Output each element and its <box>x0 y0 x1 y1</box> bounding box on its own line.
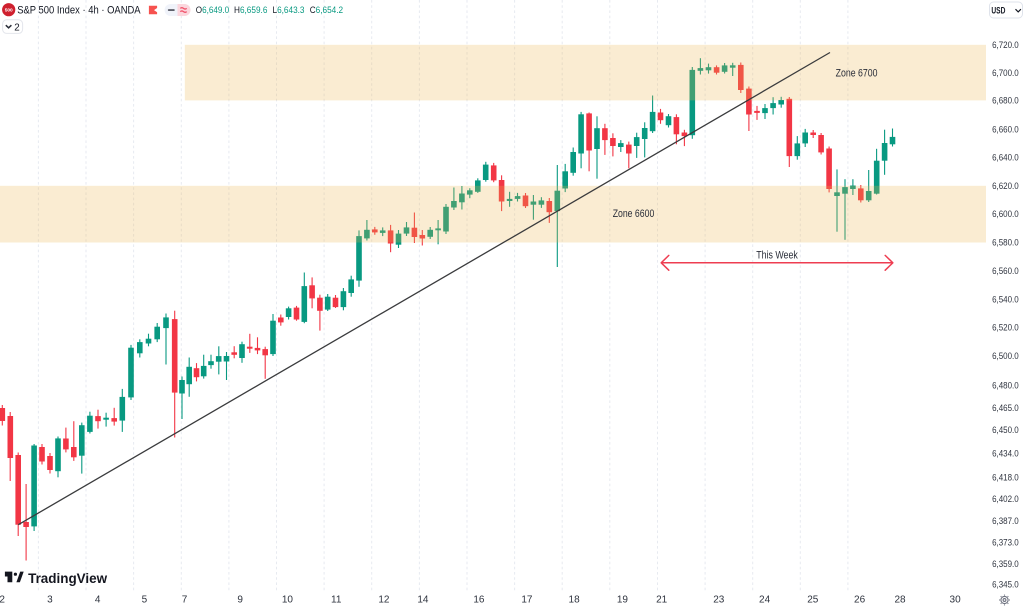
svg-text:9: 9 <box>237 594 243 605</box>
svg-text:6,402.0: 6,402.0 <box>992 493 1019 504</box>
svg-text:USD: USD <box>991 5 1005 15</box>
svg-text:S&P 500 Index · 4h · OANDA: S&P 500 Index · 4h · OANDA <box>17 5 141 17</box>
svg-text:11: 11 <box>331 594 342 605</box>
svg-text:L6,643.3: L6,643.3 <box>273 5 305 15</box>
svg-text:H6,659.6: H6,659.6 <box>234 5 267 15</box>
svg-text:6,700.0: 6,700.0 <box>992 67 1019 78</box>
svg-text:14: 14 <box>417 594 429 605</box>
svg-text:6,434.0: 6,434.0 <box>992 448 1019 459</box>
svg-text:2: 2 <box>14 22 19 33</box>
svg-text:3: 3 <box>47 594 53 605</box>
svg-text:10: 10 <box>282 594 294 605</box>
svg-text:O6,649.0: O6,649.0 <box>196 5 229 15</box>
svg-text:This Week: This Week <box>756 249 798 261</box>
svg-text:6,520.0: 6,520.0 <box>992 322 1019 333</box>
svg-text:30: 30 <box>950 594 962 605</box>
svg-text:500: 500 <box>5 8 13 14</box>
svg-text:24: 24 <box>759 594 771 605</box>
svg-text:6,418.0: 6,418.0 <box>992 471 1019 482</box>
svg-text:6,345.0: 6,345.0 <box>992 579 1019 590</box>
svg-text:Zone 6600: Zone 6600 <box>613 208 655 220</box>
svg-text:2: 2 <box>0 594 5 605</box>
svg-text:6,600.0: 6,600.0 <box>992 208 1019 219</box>
svg-text:4: 4 <box>95 594 101 605</box>
svg-text:28: 28 <box>894 594 906 605</box>
svg-text:6,660.0: 6,660.0 <box>992 124 1019 135</box>
svg-text:Zone 6700: Zone 6700 <box>836 68 878 80</box>
svg-text:5: 5 <box>142 594 148 605</box>
svg-text:16: 16 <box>473 594 485 605</box>
svg-text:6,540.0: 6,540.0 <box>992 294 1019 305</box>
svg-text:6,620.0: 6,620.0 <box>992 180 1019 191</box>
svg-text:6,580.0: 6,580.0 <box>992 236 1019 247</box>
svg-text:21: 21 <box>656 594 668 605</box>
svg-text:6,387.0: 6,387.0 <box>992 515 1019 526</box>
svg-text:6,500.0: 6,500.0 <box>992 350 1019 361</box>
svg-text:25: 25 <box>807 594 819 605</box>
svg-text:6,640.0: 6,640.0 <box>992 152 1019 163</box>
svg-text:6,720.0: 6,720.0 <box>992 39 1019 50</box>
svg-text:12: 12 <box>378 594 390 605</box>
svg-text:6,373.0: 6,373.0 <box>992 537 1019 548</box>
svg-text:26: 26 <box>854 594 866 605</box>
svg-text:7: 7 <box>182 594 188 605</box>
svg-text:17: 17 <box>521 594 533 605</box>
svg-text:19: 19 <box>617 594 629 605</box>
svg-text:6,359.0: 6,359.0 <box>992 558 1019 569</box>
svg-text:18: 18 <box>569 594 581 605</box>
svg-text:6,450.0: 6,450.0 <box>992 424 1019 435</box>
svg-text:C6,654.2: C6,654.2 <box>310 5 343 15</box>
svg-text:TradingView: TradingView <box>28 570 107 586</box>
svg-text:6,560.0: 6,560.0 <box>992 265 1019 276</box>
svg-text:6,480.0: 6,480.0 <box>992 379 1019 390</box>
svg-text:23: 23 <box>713 594 725 605</box>
svg-text:6,680.0: 6,680.0 <box>992 95 1019 106</box>
svg-text:6,465.0: 6,465.0 <box>992 402 1019 413</box>
